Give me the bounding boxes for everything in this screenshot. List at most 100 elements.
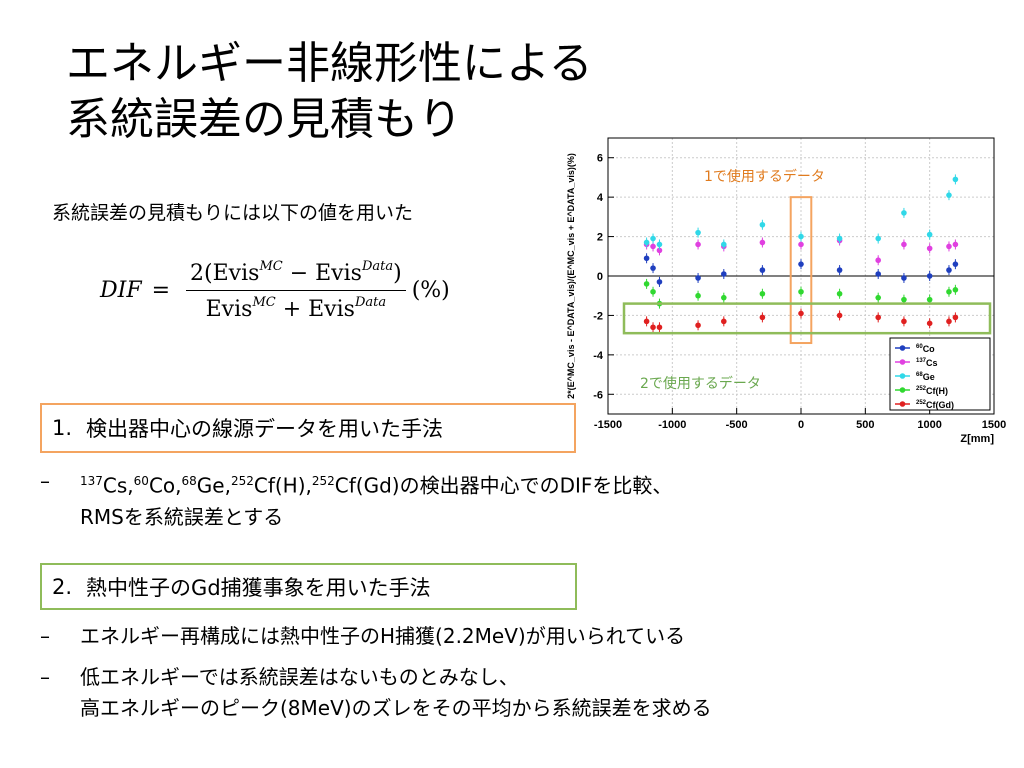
data-point: [901, 296, 907, 303]
x-tick-label: 0: [798, 419, 804, 431]
formula-fraction: 2(EvisMC − EvisData) EvisMC + EvisData: [186, 259, 406, 322]
x-tick-label: -1500: [594, 419, 622, 431]
data-point: [650, 235, 656, 242]
method1-label: 検出器中心の線源データを用いた手法: [86, 417, 444, 441]
data-point: [656, 279, 663, 285]
bullet-text: エネルギー再構成には熱中性子のH捕獲(2.2MeV)が用いられている: [80, 624, 686, 648]
data-point: [946, 192, 952, 198]
data-point: [836, 267, 843, 273]
legend-marker: [899, 373, 906, 379]
data-point: [901, 210, 907, 216]
dif-chart: -1500 -1000 -500 0 500 1000 1500 -6 -4 -2 0 2 4 6 Z[mm…: [562, 132, 1014, 448]
data-point: [721, 271, 727, 277]
data-point: [926, 245, 933, 252]
x-tick-label: -500: [726, 419, 748, 431]
y-tick-label: 6: [597, 153, 603, 165]
formula-numerator: 2(EvisMC − EvisData): [186, 259, 406, 291]
data-point: [721, 294, 727, 301]
data-point: [952, 287, 959, 293]
bullet-dash: –: [40, 665, 50, 689]
formula-unit: (%): [411, 277, 450, 303]
data-point: [656, 324, 663, 331]
bullet-line-2: RMSを系統誤差とする: [80, 504, 284, 529]
data-point: [952, 241, 959, 248]
data-point: [695, 322, 701, 329]
data-point: [656, 241, 663, 248]
data-point: [836, 290, 843, 297]
legend-marker: [899, 401, 906, 407]
data-point: [875, 294, 881, 301]
y-tick-label: -6: [593, 389, 603, 401]
data-point: [643, 318, 650, 325]
bullet-text: 137Cs,60Co,68Ge,252Cf(H),252Cf(Gd)の検出器中心…: [80, 466, 672, 533]
data-point: [901, 275, 907, 281]
data-point: [875, 235, 881, 242]
slide-title: エネルギー非線形性による 系統誤差の見積もり: [66, 36, 593, 148]
data-point: [759, 267, 766, 273]
data-point: [875, 257, 881, 264]
legend-box: [889, 337, 991, 411]
x-tick-label: 1500: [982, 419, 1006, 431]
x-tick-label: 500: [856, 419, 874, 431]
data-point: [759, 239, 766, 246]
data-point: [798, 310, 804, 317]
bullet-dash: –: [40, 469, 50, 493]
dif-chart-svg: -1500 -1000 -500 0 500 1000 1500 -6 -4 -2 0 2 4 6 Z[mm…: [566, 137, 1006, 445]
legend-label: 137Cs: [916, 358, 938, 368]
formula-equals: =: [151, 277, 171, 303]
bullet-line-1: 低エネルギーでは系統誤差はないものとみなし、: [80, 665, 519, 689]
data-point: [946, 267, 952, 273]
y-tick-label: -4: [593, 350, 604, 362]
data-point: [798, 241, 804, 248]
formula-lhs: DIF: [100, 277, 142, 303]
data-point: [952, 261, 959, 267]
method1-number: 1.: [52, 416, 73, 440]
data-point: [656, 247, 663, 254]
title-line-1: エネルギー非線形性による: [66, 38, 593, 89]
data-point: [946, 288, 952, 295]
annotation-method1: 1で使用するデータ: [704, 169, 825, 185]
annotation-method2: 2で使用するデータ: [640, 376, 761, 392]
data-point: [759, 221, 766, 228]
data-point: [901, 318, 907, 325]
method2-number: 2.: [52, 574, 73, 599]
legend-label: 252Cf(H): [916, 386, 948, 396]
y-tick-label: -2: [593, 310, 603, 322]
data-point: [650, 265, 656, 271]
data-point: [926, 320, 933, 327]
formula-denominator: EvisMC + EvisData: [205, 294, 387, 322]
data-point: [946, 318, 952, 325]
data-point: [875, 314, 881, 321]
data-point: [926, 296, 933, 303]
data-point: [721, 318, 727, 325]
data-point: [952, 176, 959, 183]
bullet-dash: –: [40, 624, 50, 648]
data-point: [926, 231, 933, 238]
data-point: [836, 312, 843, 319]
data-point: [759, 314, 766, 321]
x-tick-label: 1000: [917, 419, 941, 431]
data-point: [875, 271, 881, 277]
bullet-text: 低エネルギーでは系統誤差はないものとみなし、 高エネルギーのピーク(8MeV)の…: [80, 662, 712, 724]
data-point: [695, 241, 701, 248]
y-axis-label: 2*(E^MC_vis - E^DATA_vis)/(E^MC_vis + E^…: [566, 153, 576, 399]
legend-label: 60Co: [916, 344, 935, 354]
data-point: [643, 239, 650, 246]
data-point: [759, 290, 766, 297]
legend-marker: [899, 387, 906, 393]
y-tick-label: 4: [597, 192, 604, 204]
data-point: [695, 275, 701, 281]
method1-box: 1. 検出器中心の線源データを用いた手法: [40, 403, 576, 453]
data-point: [798, 233, 804, 240]
data-point: [650, 324, 656, 331]
data-point: [695, 229, 701, 236]
x-axis-label: Z[mm]: [960, 433, 994, 445]
legend-label: 68Ge: [916, 372, 935, 382]
data-point: [946, 243, 952, 250]
title-line-2: 系統誤差の見積もり: [66, 94, 462, 145]
y-tick-label: 0: [597, 271, 603, 283]
data-point: [952, 314, 959, 321]
data-point: [695, 292, 701, 299]
legend-label: 252Cf(Gd): [916, 400, 954, 410]
data-point: [926, 273, 933, 279]
